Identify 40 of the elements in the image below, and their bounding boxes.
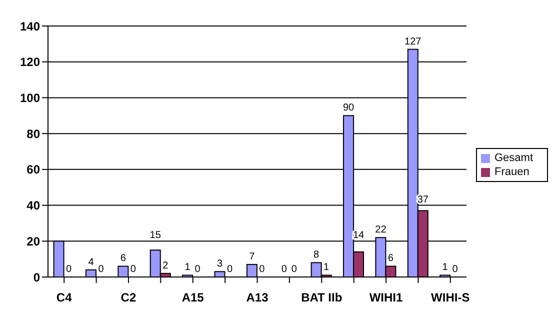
data-label: 7: [249, 251, 256, 262]
y-tick-label: 80: [26, 126, 40, 141]
data-label: 0: [291, 264, 298, 275]
data-label: 6: [388, 253, 394, 264]
data-label: 22: [375, 224, 387, 236]
y-tick-label: 40: [26, 198, 40, 213]
x-tick-label: C2: [120, 290, 136, 305]
data-label: 8: [314, 250, 320, 261]
data-label: 0: [452, 264, 458, 275]
data-label: 4: [88, 256, 94, 268]
data-label: 1: [324, 262, 330, 274]
data-label: 6: [120, 253, 126, 264]
x-tick-label: WIHI1: [369, 290, 403, 305]
x-tick-label: A13: [246, 290, 269, 305]
data-label: 15: [150, 230, 162, 242]
data-label: 3: [216, 258, 223, 270]
x-tick-label: WIHI-S: [431, 290, 470, 305]
data-label: 0: [259, 264, 266, 275]
data-label: 0: [66, 264, 72, 275]
data-label: 2: [162, 260, 169, 272]
data-label: 0: [98, 264, 104, 275]
data-label: 0: [226, 264, 233, 275]
data-label: 0: [194, 264, 201, 275]
x-tick-label: BAT IIb: [301, 290, 342, 305]
data-label: 1: [184, 262, 191, 274]
y-tick-label: 60: [26, 162, 40, 177]
data-label: 0: [130, 264, 136, 275]
legend-label: Frauen: [494, 166, 530, 178]
legend-label: Gesamt: [494, 152, 533, 164]
data-label: 90: [342, 102, 355, 114]
data-label: 127: [404, 36, 422, 48]
y-tick-label: 100: [20, 90, 40, 105]
y-tick-label: 20: [26, 234, 40, 248]
x-tick-label: C4: [56, 290, 72, 305]
y-tick-label: 120: [20, 55, 40, 70]
y-tick-label: 140: [20, 19, 40, 34]
data-label: 1: [442, 262, 448, 274]
x-tick-label: A15: [182, 290, 204, 305]
data-label: 0: [281, 264, 288, 275]
y-tick-label: 0: [33, 270, 40, 284]
